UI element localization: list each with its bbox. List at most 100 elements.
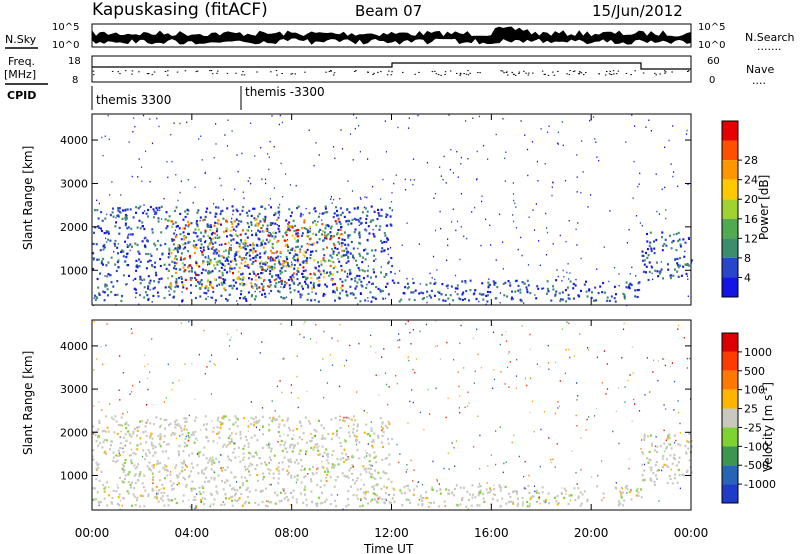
nave-dot [572, 70, 575, 72]
echo-cell [119, 476, 121, 479]
echo-cell [315, 249, 318, 253]
echo-cell [233, 476, 236, 479]
echo-cell [284, 244, 287, 247]
scatter-cell [152, 482, 154, 484]
echo-cell [257, 215, 260, 218]
echo-cell [495, 297, 498, 300]
echo-cell [178, 454, 180, 457]
echo-cell [650, 479, 653, 482]
scatter-cell [134, 125, 136, 128]
echo-cell [343, 448, 346, 451]
echo-cell [194, 296, 197, 300]
echo-cell [232, 487, 235, 490]
echo-cell [95, 467, 98, 470]
echo-cell [444, 299, 447, 302]
echo-cell [552, 285, 554, 288]
nave-dot [469, 72, 471, 74]
scatter-cell [674, 442, 676, 444]
echo-cell [268, 272, 271, 275]
echo-cell [125, 255, 128, 259]
scatter-cell [561, 121, 563, 123]
scatter-cell [557, 131, 559, 134]
echo-cell [333, 485, 336, 488]
scatter-cell [96, 358, 98, 360]
scatter-cell [663, 429, 665, 432]
echo-cell [385, 240, 388, 243]
echo-cell [295, 246, 298, 249]
echo-cell [156, 248, 159, 251]
echo-cell [233, 267, 236, 270]
echo-cell [678, 456, 681, 459]
echo-cell [168, 499, 171, 502]
echo-cell [160, 435, 162, 438]
echo-cell [260, 462, 263, 465]
scatter-cell [266, 268, 269, 271]
echo-cell [124, 222, 127, 225]
scatter-cell [476, 178, 478, 181]
echo-cell [104, 217, 107, 220]
echo-cell [156, 291, 159, 294]
echo-cell [387, 247, 389, 251]
echo-cell [259, 220, 262, 223]
echo-cell [93, 487, 96, 490]
scatter-cell [601, 460, 603, 462]
echo-cell [365, 221, 368, 224]
echo-cell [368, 232, 371, 235]
echo-cell [384, 424, 387, 427]
echo-cell [159, 445, 162, 448]
echo-cell [196, 223, 199, 226]
echo-cell [365, 286, 368, 289]
echo-cell [268, 472, 271, 475]
echo-cell [526, 505, 529, 508]
echo-cell [388, 463, 391, 466]
scatter-cell [109, 213, 111, 216]
echo-cell [166, 225, 169, 228]
nave-dot [328, 70, 331, 72]
scatter-cell [200, 501, 203, 503]
echo-cell [122, 274, 125, 277]
echo-cell [384, 457, 387, 460]
echo-cell [356, 477, 359, 480]
echo-cell [329, 264, 332, 267]
echo-cell [277, 466, 280, 469]
scatter-cell [314, 434, 316, 437]
scatter-cell [212, 456, 214, 459]
scatter-cell [504, 383, 506, 385]
scatter-cell [633, 398, 635, 401]
echo-cell [181, 433, 184, 436]
echo-cell [248, 474, 251, 477]
echo-cell [287, 471, 290, 474]
echo-cell [334, 265, 337, 268]
scatter-cell [419, 411, 421, 414]
scatter-cell [278, 289, 280, 292]
echo-cell [241, 272, 244, 275]
scatter-cell [673, 380, 676, 383]
scatter-cell [562, 269, 564, 272]
freq-tick-top: 18 [68, 56, 81, 67]
echo-cell [104, 285, 107, 288]
echo-cell [641, 451, 644, 454]
echo-cell [212, 290, 215, 293]
echo-cell [386, 282, 389, 285]
echo-cell [145, 252, 148, 256]
cpid-panel: CPID themis 3300 themis -3300 [5, 83, 325, 110]
echo-cell [287, 426, 290, 429]
nave-dot [569, 70, 571, 72]
echo-cell [289, 287, 292, 290]
echo-cell [135, 499, 138, 502]
echo-cell [276, 218, 279, 221]
echo-cell [183, 468, 186, 471]
echo-cell [243, 444, 246, 447]
scatter-cell [247, 430, 249, 433]
echo-cell [203, 446, 206, 449]
echo-cell [271, 251, 274, 255]
echo-cell [392, 497, 394, 500]
echo-cell [363, 431, 366, 434]
echo-cell [586, 295, 589, 298]
echo-cell [666, 446, 668, 449]
echo-cell [322, 269, 325, 272]
scatter-cell [227, 119, 229, 121]
scatter-cell [287, 229, 289, 231]
scatter-cell [278, 123, 280, 126]
echo-cell [284, 492, 287, 495]
